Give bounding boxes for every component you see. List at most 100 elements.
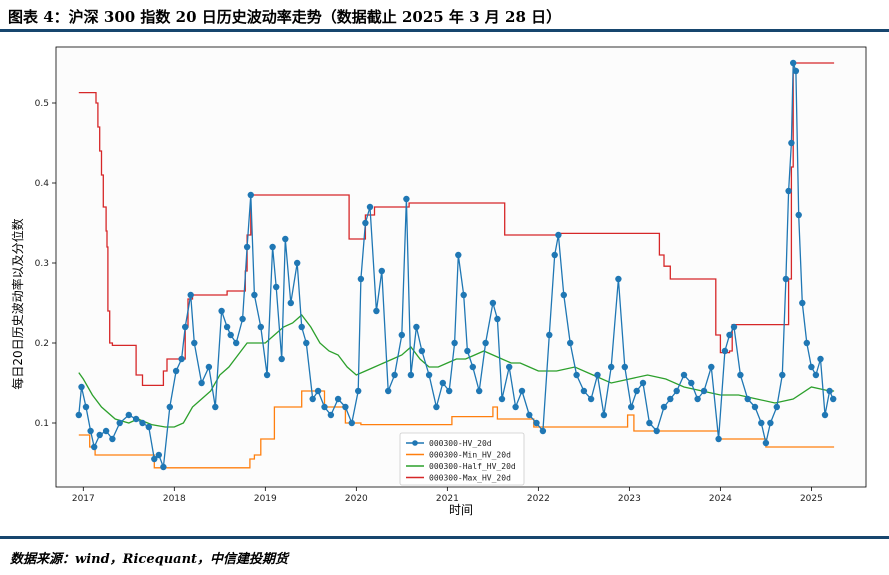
- legend-frame: [399, 432, 525, 486]
- data-point: [294, 259, 301, 267]
- data-point: [812, 371, 820, 379]
- data-point: [373, 307, 380, 315]
- data-point: [178, 355, 185, 363]
- data-point: [303, 339, 310, 347]
- legend-marker: [412, 440, 418, 446]
- data-point: [385, 387, 392, 395]
- data-point: [125, 411, 132, 419]
- x-tick-label: 2017: [72, 494, 95, 504]
- data-point: [239, 315, 246, 323]
- data-point: [96, 431, 103, 439]
- data-point: [205, 363, 213, 371]
- data-point: [773, 403, 780, 411]
- data-point: [391, 371, 398, 379]
- data-point: [608, 363, 615, 371]
- data-point: [425, 371, 433, 379]
- series-line-000300-half-hv-20d: [78, 314, 835, 428]
- data-point: [790, 59, 797, 67]
- data-point: [567, 339, 574, 347]
- data-source: 数据来源：wind，Ricequant，中信建投期货: [10, 552, 289, 567]
- data-point: [826, 387, 833, 395]
- plot-area: [55, 46, 867, 488]
- data-point: [78, 383, 85, 391]
- y-axis-title: 每日20日历史波动率以及分位数: [10, 218, 25, 389]
- data-point: [803, 339, 810, 347]
- data-point: [269, 243, 276, 251]
- data-point: [653, 427, 660, 435]
- data-point: [721, 347, 729, 355]
- x-tick-label: 2019: [254, 494, 277, 504]
- data-point: [715, 435, 722, 443]
- data-point: [464, 347, 471, 355]
- data-point: [273, 283, 280, 291]
- data-point: [518, 387, 526, 395]
- data-point: [191, 339, 198, 347]
- data-point: [378, 267, 385, 275]
- data-point: [482, 339, 489, 347]
- data-point: [615, 275, 622, 283]
- data-point: [155, 451, 162, 459]
- data-point: [342, 403, 349, 411]
- data-point: [198, 379, 205, 387]
- data-point: [116, 419, 123, 427]
- data-point: [160, 463, 167, 471]
- y-tick-label: 0.5: [35, 99, 49, 109]
- data-point: [263, 371, 271, 379]
- data-point: [646, 419, 653, 427]
- data-point: [555, 231, 562, 239]
- data-point: [758, 419, 765, 427]
- x-tick-label: 2020: [345, 494, 368, 504]
- data-point: [321, 403, 328, 411]
- data-point: [533, 419, 540, 427]
- footer-rule: [0, 536, 889, 539]
- data-point: [413, 323, 420, 331]
- x-tick-label: 2024: [709, 494, 732, 504]
- data-point: [512, 403, 519, 411]
- data-point: [243, 243, 251, 251]
- data-point: [309, 395, 316, 403]
- data-point: [792, 67, 800, 75]
- data-point: [546, 331, 553, 339]
- data-point: [91, 443, 98, 451]
- data-point: [403, 195, 410, 203]
- series-layer: [75, 59, 837, 471]
- data-point: [782, 275, 790, 283]
- data-point: [348, 419, 355, 427]
- data-point: [418, 347, 426, 355]
- figure-header: 图表 4：沪深 300 指数 20 日历史波动率走势（数据截止 2025 年 3…: [8, 6, 881, 28]
- data-point: [744, 395, 751, 403]
- data-point: [433, 403, 440, 411]
- volatility-chart: 2017 2018 2019 2020 2021 2022 2023 2024 2025 0.1 0…: [10, 46, 867, 517]
- data-point: [494, 315, 501, 323]
- data-point: [151, 455, 158, 463]
- data-point: [212, 403, 219, 411]
- chart-legend: 000300-HV_20d 000300-Min_HV_20d 000300-Hal…: [399, 432, 525, 486]
- data-point: [247, 191, 254, 199]
- data-point: [694, 395, 701, 403]
- data-point: [102, 427, 110, 435]
- x-tick-label: 2025: [800, 494, 823, 504]
- data-point: [223, 323, 231, 331]
- data-point: [498, 395, 506, 403]
- data-point: [251, 291, 258, 299]
- data-point: [233, 339, 240, 347]
- data-point: [506, 363, 513, 371]
- data-point: [227, 331, 234, 339]
- data-point: [407, 371, 415, 379]
- x-tick-label: 2018: [163, 494, 186, 504]
- data-point: [166, 403, 173, 411]
- data-point: [451, 339, 458, 347]
- data-point: [628, 403, 635, 411]
- legend-label: 000300-Half_HV_20d: [429, 462, 516, 471]
- data-point: [109, 435, 116, 443]
- legend-label: 000300-HV_20d: [429, 439, 492, 448]
- data-point: [788, 139, 795, 147]
- x-tick-label: 2023: [618, 494, 641, 504]
- y-tick-label: 0.3: [35, 259, 49, 269]
- data-point: [594, 371, 601, 379]
- data-point: [580, 387, 588, 395]
- data-point: [587, 395, 595, 403]
- data-point: [362, 219, 369, 227]
- series-line-000300-max-hv-20d: [78, 62, 835, 387]
- header-rule: [0, 29, 889, 32]
